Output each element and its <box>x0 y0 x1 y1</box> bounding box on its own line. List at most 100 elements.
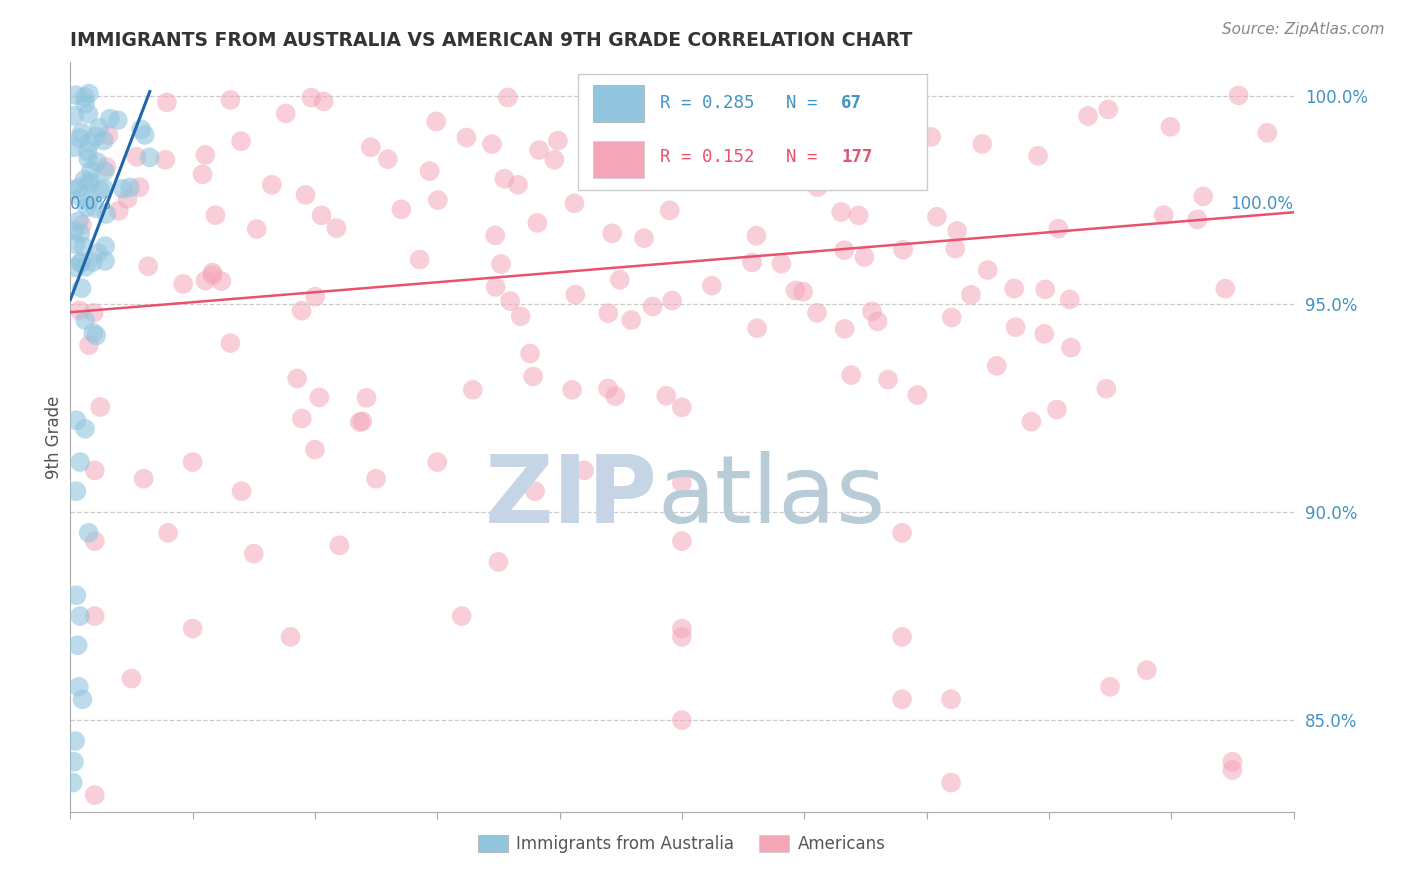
Point <box>377 152 399 166</box>
Point <box>312 95 335 109</box>
Bar <box>592 86 644 122</box>
Point <box>877 373 900 387</box>
Point <box>671 401 693 415</box>
Point <box>450 609 472 624</box>
Point <box>1004 320 1026 334</box>
Point <box>633 231 655 245</box>
Point <box>69 131 91 145</box>
Point <box>84 201 107 215</box>
Point <box>609 273 631 287</box>
Point <box>1256 126 1278 140</box>
Point <box>745 228 768 243</box>
Point <box>96 160 118 174</box>
Text: R = 0.152   N =: R = 0.152 N = <box>659 148 828 166</box>
Point <box>172 277 194 291</box>
Point <box>246 222 269 236</box>
Point <box>1026 149 1049 163</box>
Point <box>671 630 693 644</box>
Point <box>69 455 91 469</box>
Point <box>308 391 330 405</box>
Point <box>941 310 963 325</box>
Text: 0.0%: 0.0% <box>70 195 112 213</box>
Text: 67: 67 <box>841 95 862 112</box>
Point <box>70 281 93 295</box>
Point <box>905 388 928 402</box>
Point <box>79 176 101 190</box>
Point <box>891 525 914 540</box>
Point <box>461 383 484 397</box>
Point <box>1227 88 1250 103</box>
Point <box>201 265 224 279</box>
Point <box>848 209 870 223</box>
Point <box>627 90 650 104</box>
Point <box>408 252 430 267</box>
Point <box>671 475 693 490</box>
Point <box>596 382 619 396</box>
Point <box>891 630 914 644</box>
Point <box>77 107 100 121</box>
Point <box>118 180 141 194</box>
Point <box>543 153 565 167</box>
Point <box>80 163 103 178</box>
Point <box>484 228 506 243</box>
Point <box>73 96 96 111</box>
Point <box>69 256 91 270</box>
Point <box>426 193 449 207</box>
Point <box>1077 109 1099 123</box>
Point <box>136 260 159 274</box>
Point <box>891 692 914 706</box>
Point <box>1192 189 1215 203</box>
Point <box>834 322 856 336</box>
Point <box>299 90 322 104</box>
Point <box>70 255 93 269</box>
Point <box>1220 763 1243 777</box>
Point <box>63 140 86 154</box>
Point <box>117 192 139 206</box>
Point <box>60 183 83 197</box>
Point <box>125 150 148 164</box>
Bar <box>592 141 644 178</box>
Point <box>830 205 852 219</box>
Point <box>191 167 214 181</box>
Point <box>83 534 105 549</box>
Point <box>86 155 108 169</box>
Point <box>891 243 914 257</box>
Point <box>527 143 550 157</box>
Point <box>946 224 969 238</box>
Point <box>925 210 948 224</box>
Point <box>69 303 91 318</box>
Point <box>77 525 100 540</box>
Point <box>93 134 115 148</box>
Point <box>304 442 326 457</box>
Point <box>522 369 544 384</box>
Point <box>65 588 87 602</box>
Point <box>419 164 441 178</box>
Point <box>671 534 693 549</box>
Point <box>807 180 830 194</box>
Point <box>73 239 96 253</box>
Point <box>600 227 623 241</box>
Point <box>69 227 91 241</box>
Point <box>82 326 104 340</box>
Point <box>157 525 180 540</box>
Point <box>858 141 880 155</box>
Point <box>73 172 96 186</box>
Point <box>360 140 382 154</box>
Point <box>304 290 326 304</box>
Point <box>70 190 93 204</box>
Point <box>617 169 640 183</box>
Point <box>741 255 763 269</box>
Point <box>63 734 86 748</box>
Point <box>93 181 115 195</box>
Point <box>89 120 111 135</box>
Point <box>943 242 966 256</box>
Text: ZIP: ZIP <box>485 451 658 543</box>
Point <box>219 336 242 351</box>
Point <box>695 159 717 173</box>
Point <box>89 183 111 197</box>
Point <box>425 114 447 128</box>
Point <box>83 788 105 802</box>
Point <box>806 306 828 320</box>
Point <box>76 145 98 159</box>
Point <box>499 293 522 308</box>
